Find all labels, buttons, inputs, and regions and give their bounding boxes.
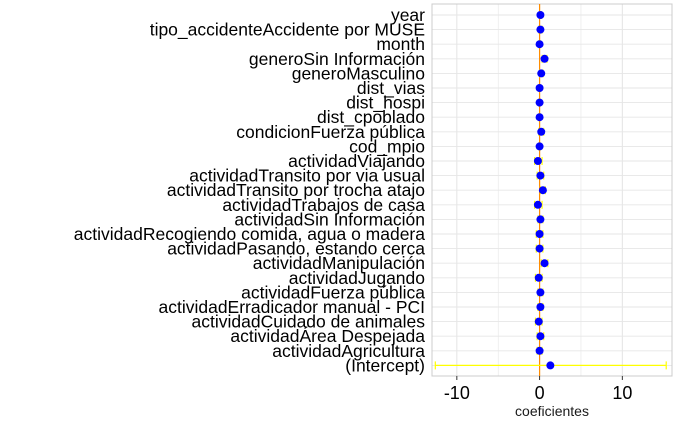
term-label: tipo_accidenteAccidente por MUSE	[150, 20, 425, 41]
coefficient-point	[534, 317, 543, 326]
coefficient-point	[535, 98, 544, 107]
term-label: generoSin Información	[249, 49, 425, 69]
x-tick-label: 0	[535, 383, 545, 403]
coefficient-point	[536, 303, 545, 311]
term-label: condicionFuerza pública	[236, 122, 425, 142]
term-label: actividadAgricultura	[272, 341, 425, 361]
coefficient-point	[537, 127, 546, 136]
coefficient-point	[540, 54, 549, 63]
term-label: year	[391, 5, 425, 25]
coefficient-point	[535, 40, 544, 49]
coefficient-point	[538, 186, 547, 195]
x-tick-label: -10	[444, 383, 470, 403]
term-label: cod_mpio	[349, 136, 425, 157]
coefficient-point	[536, 11, 545, 19]
coefficient-point	[534, 273, 543, 282]
coefficient-point	[533, 157, 542, 165]
x-axis-ticks: -10 0 10	[444, 376, 632, 403]
term-label: dist_vias	[357, 78, 425, 99]
coefficient-point	[533, 200, 542, 209]
coefficient-point	[540, 259, 549, 268]
coefficient-point	[537, 69, 546, 78]
term-label: actividadRecogiendo comida, agua o mader…	[74, 224, 425, 244]
plot-panel	[431, 3, 673, 377]
term-label: actividadErradicador manual - PCI	[158, 297, 425, 317]
coefficient-point	[535, 142, 544, 151]
coefficient-point	[536, 25, 545, 34]
term-label: actividadViajando	[288, 151, 425, 171]
coefficient-point	[546, 361, 555, 370]
coefficient-point	[535, 346, 544, 355]
term-label: actividadJugando	[289, 268, 425, 288]
term-label: dist_cpoblado	[317, 107, 425, 128]
term-label: (Intercept)	[345, 355, 425, 375]
coefficient-point	[536, 215, 545, 224]
term-label: actividadFuerza pública	[241, 282, 425, 302]
coefficient-point	[535, 113, 544, 122]
term-label: actividadTransito por via usual	[189, 166, 425, 186]
coefficient-point	[535, 244, 544, 253]
term-label: actividadCuidado de animales	[192, 312, 426, 332]
term-label: actividadManipulación	[253, 253, 425, 273]
coefficient-point	[535, 230, 544, 238]
term-label: actividadTransito por trocha atajo	[167, 180, 425, 200]
term-label: actividadÁrea Despejada	[230, 326, 425, 346]
coefficient-point	[536, 171, 545, 180]
panel-border	[431, 3, 673, 377]
term-label: actividadPasando, estando cerca	[167, 239, 425, 259]
term-label: actividadSin Información	[234, 209, 425, 229]
coefficient-point	[535, 84, 544, 92]
term-label: month	[376, 34, 425, 54]
coefficient-points	[533, 11, 555, 370]
x-tick-label: 10	[612, 383, 632, 403]
term-label: dist_hospi	[346, 93, 425, 114]
term-label: generoMasculino	[292, 63, 425, 83]
coefficient-point	[536, 288, 545, 297]
term-label: actividadTrabajos de casa	[222, 195, 425, 215]
x-axis-title: coeficientes	[515, 403, 589, 419]
coefficient-point	[536, 332, 545, 341]
